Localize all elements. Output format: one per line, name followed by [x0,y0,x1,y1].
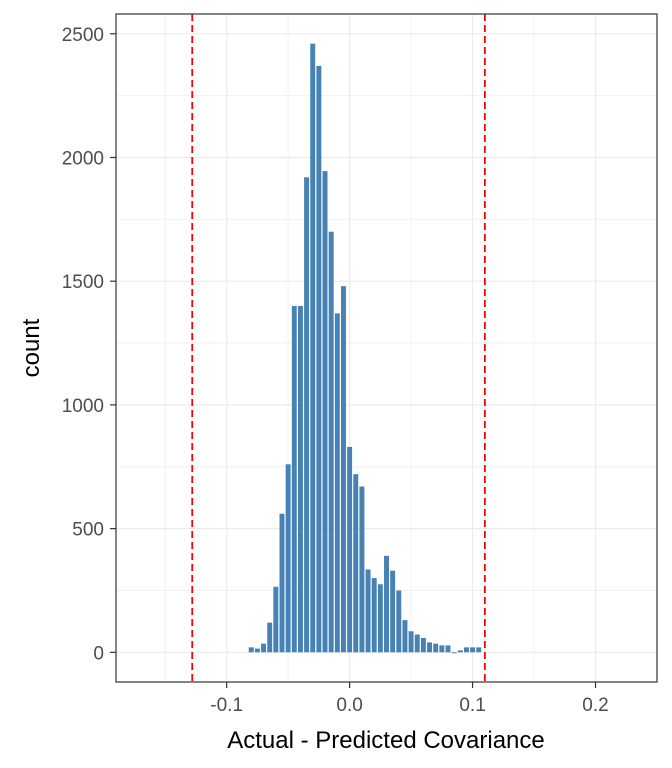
histogram-bar [328,231,334,653]
y-axis-title: count [18,318,45,377]
histogram-bar [408,631,414,653]
histogram-bar [334,313,340,653]
histogram-bar [377,584,383,653]
histogram-bar [476,647,482,653]
histogram-bar [414,634,420,653]
y-axis: 0 500 1000 1500 2000 2500 [62,25,116,664]
histogram-bar [267,622,273,653]
histogram-bar [310,43,316,653]
x-axis-title: Actual - Predicted Covariance [227,727,544,754]
histogram-bar [254,648,260,653]
histogram-bar [463,647,469,653]
histogram-bar [396,590,402,653]
histogram-bar [451,652,457,654]
histogram-bar [365,569,371,653]
histogram-bar [427,642,433,653]
histogram-bar [439,645,445,653]
histogram-bar [322,171,328,653]
histogram-bar [340,286,346,653]
histogram-bar [420,637,426,653]
x-tick-label: 0.0 [336,695,362,716]
histogram-bar [347,446,353,653]
reference-lines [191,14,486,682]
panel-border [115,13,658,683]
y-tick-label: 1000 [62,396,104,417]
histogram-bar [279,513,285,653]
grid-minor [116,14,657,682]
histogram-bar [470,647,476,653]
histogram-bar [297,305,303,653]
histogram-bar [304,177,310,653]
x-tick-label: 0.2 [582,695,608,716]
histogram-bar [248,647,254,653]
y-tick-label: 2500 [62,25,104,46]
histogram-bar [457,650,463,653]
y-tick-label: 500 [72,520,104,541]
histogram-bar [261,643,267,653]
x-tick-label: 0.1 [459,695,485,716]
histogram-bar [353,474,359,653]
x-tick-label: -0.1 [210,695,243,716]
x-axis: -0.1 0.0 0.1 0.2 [210,682,609,716]
histogram-bar [390,570,396,653]
histogram-bar [285,464,291,653]
histogram-bar [359,486,365,653]
histogram-bar [433,643,439,653]
histogram-bar [384,555,389,653]
histogram-bar [316,65,322,653]
y-tick-label: 2000 [62,148,104,169]
bars [248,43,482,654]
histogram-bar [445,645,451,653]
histogram-bar [371,578,377,653]
y-tick-label: 0 [93,643,104,664]
y-tick-label: 1500 [62,272,104,293]
histogram-bar [291,305,297,653]
histogram-bar [273,586,279,653]
histogram-bar [402,620,408,653]
